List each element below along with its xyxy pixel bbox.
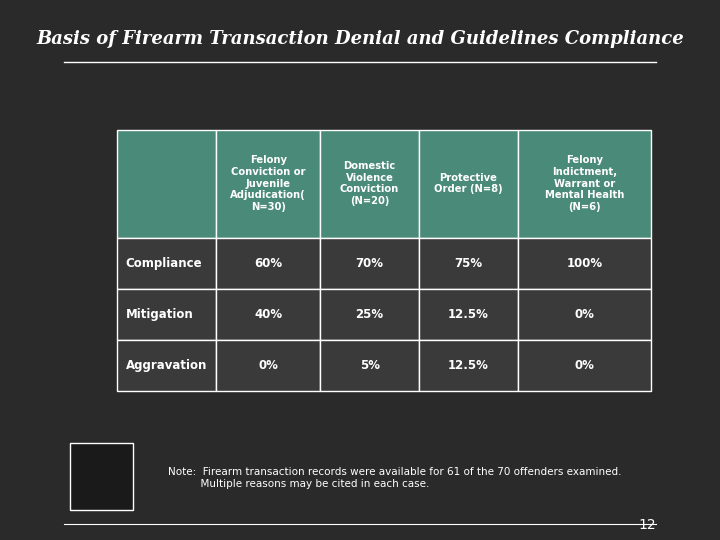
Text: 25%: 25% [356, 308, 384, 321]
Bar [419, 289, 518, 340]
Text: Domestic
Violence
Conviction
(N=20): Domestic Violence Conviction (N=20) [340, 161, 399, 206]
Bar [70, 443, 133, 510]
Bar [216, 238, 320, 289]
Text: Felony
Conviction or
Juvenile
Adjudication(
N=30): Felony Conviction or Juvenile Adjudicati… [230, 156, 306, 212]
Text: 75%: 75% [454, 256, 482, 270]
Text: Felony
Indictment,
Warrant or
Mental Health
(N=6): Felony Indictment, Warrant or Mental Hea… [545, 156, 624, 212]
Bar [518, 289, 651, 340]
Text: 100%: 100% [567, 256, 603, 270]
Bar [216, 130, 320, 238]
Text: Protective
Order (N=8): Protective Order (N=8) [434, 173, 503, 194]
Bar [117, 289, 216, 340]
Bar [419, 340, 518, 392]
Text: 0%: 0% [575, 308, 595, 321]
Bar [518, 130, 651, 238]
Text: 60%: 60% [254, 256, 282, 270]
Text: Aggravation: Aggravation [125, 359, 207, 373]
Text: 0%: 0% [258, 359, 278, 373]
Bar [117, 340, 216, 392]
Text: 70%: 70% [356, 256, 384, 270]
Text: 5%: 5% [359, 359, 379, 373]
Bar [320, 340, 419, 392]
Text: 40%: 40% [254, 308, 282, 321]
Text: 12.5%: 12.5% [448, 308, 489, 321]
Bar [518, 340, 651, 392]
Bar [419, 238, 518, 289]
Bar [117, 238, 216, 289]
Text: Basis of Firearm Transaction Denial and Guidelines Compliance: Basis of Firearm Transaction Denial and … [36, 30, 684, 48]
Text: 0%: 0% [575, 359, 595, 373]
Bar [216, 340, 320, 392]
Text: 12.5%: 12.5% [448, 359, 489, 373]
Bar [518, 238, 651, 289]
Bar [320, 130, 419, 238]
Bar [216, 289, 320, 340]
Bar [117, 130, 216, 238]
Bar [320, 238, 419, 289]
Text: Compliance: Compliance [125, 256, 202, 270]
Text: Mitigation: Mitigation [125, 308, 193, 321]
Text: 12: 12 [639, 518, 656, 532]
Text: Note:  Firearm transaction records were available for 61 of the 70 offenders exa: Note: Firearm transaction records were a… [168, 467, 621, 489]
Bar [320, 289, 419, 340]
Bar [419, 130, 518, 238]
